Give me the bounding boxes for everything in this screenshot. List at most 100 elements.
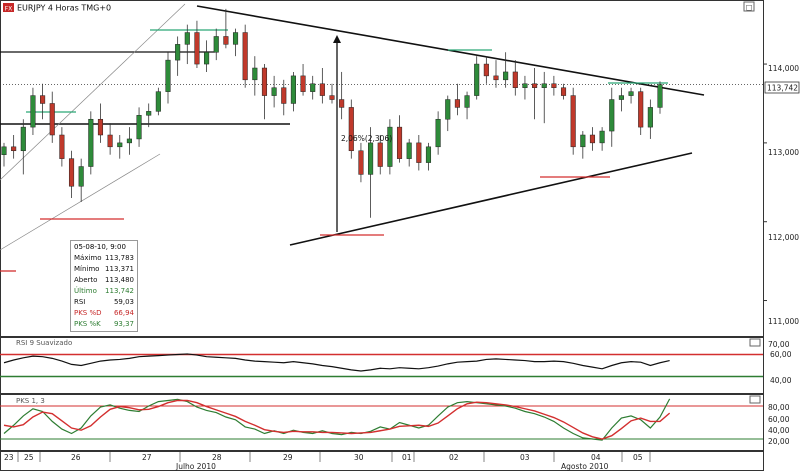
rsi-line bbox=[3, 353, 670, 372]
candle-body-39 bbox=[377, 142, 383, 167]
candle-body-60 bbox=[580, 134, 586, 148]
candle-body-58 bbox=[560, 87, 567, 96]
symbol-badge-text: FX bbox=[5, 6, 13, 13]
price-tick-112: 112,000 bbox=[768, 233, 799, 242]
candle-body-57 bbox=[551, 83, 557, 88]
measure-label: 2,06%(2,306) bbox=[341, 134, 392, 143]
price-tick-111: 111,000 bbox=[768, 317, 799, 326]
candle-body-66 bbox=[638, 91, 644, 128]
channel-line-lower bbox=[0, 153, 161, 251]
x-day-01: 01 bbox=[402, 453, 412, 462]
candle-body-40 bbox=[387, 126, 393, 167]
candle-body-23 bbox=[223, 36, 229, 45]
candle-body-21 bbox=[204, 51, 210, 65]
window-maximize-icon: □ bbox=[746, 4, 753, 12]
info-value-max: 113,783 bbox=[105, 254, 134, 262]
candle-body-44 bbox=[425, 146, 432, 163]
window-maximize-button[interactable] bbox=[743, 1, 755, 12]
rsi-panel-frame bbox=[0, 337, 764, 394]
candle-body-34 bbox=[329, 95, 335, 100]
x-day-03: 03 bbox=[520, 453, 530, 462]
candle-body-19 bbox=[184, 32, 190, 45]
candle-body-2 bbox=[20, 126, 26, 152]
candle-body-7 bbox=[68, 158, 75, 187]
x-day-28: 28 bbox=[212, 453, 222, 462]
candle-body-8 bbox=[78, 166, 84, 187]
rsi-panel-maximize-button[interactable] bbox=[749, 338, 761, 347]
candle-body-53 bbox=[512, 71, 518, 88]
candle-body-62 bbox=[599, 130, 605, 144]
x-day-25: 25 bbox=[24, 453, 34, 462]
candle-body-45 bbox=[435, 118, 441, 148]
price-tick-113: 113,000 bbox=[768, 148, 799, 157]
candle-body-41 bbox=[396, 126, 403, 159]
candle-body-13 bbox=[126, 138, 132, 144]
info-row-pksd: PKS %D 66,94 bbox=[74, 308, 134, 319]
candle-body-64 bbox=[618, 95, 624, 100]
rsi-tick-60: 60,00 bbox=[770, 350, 792, 359]
info-value-min: 113,371 bbox=[105, 265, 134, 273]
candle-body-54 bbox=[522, 83, 528, 88]
x-day-04: 04 bbox=[591, 453, 601, 462]
chart-title: EURJPY 4 Horas TMG+0 bbox=[17, 4, 111, 13]
info-label-open: Aberto bbox=[74, 276, 98, 284]
candle-body-22 bbox=[213, 36, 219, 53]
rsi-tick-70: 70,00 bbox=[768, 340, 790, 349]
info-label-max: Máximo bbox=[74, 254, 102, 262]
candle-body-65 bbox=[628, 91, 634, 96]
x-month-agosto: Agosto 2010 bbox=[561, 462, 609, 471]
candle-body-20 bbox=[194, 32, 200, 65]
info-date: 05-08-10, 9:00 bbox=[74, 243, 126, 251]
info-row-open: Aberto 113,480 bbox=[74, 275, 134, 286]
stoch-tick-20: 20,00 bbox=[768, 437, 790, 446]
info-row-last: Último 113,742 bbox=[74, 286, 134, 297]
ohlc-info-panel: 05-08-10, 9:00 Máximo 113,783 Mínimo 113… bbox=[70, 240, 138, 332]
x-day-29: 29 bbox=[283, 453, 293, 462]
candles bbox=[1, 8, 663, 218]
candle-body-25 bbox=[242, 32, 248, 81]
candle-body-47 bbox=[454, 99, 460, 108]
symbol-badge bbox=[3, 3, 14, 12]
candle-body-28 bbox=[271, 87, 277, 96]
candle-body-1 bbox=[11, 146, 17, 152]
candle-body-49 bbox=[474, 63, 480, 96]
stoch-k-line bbox=[3, 398, 671, 441]
x-day-27: 27 bbox=[142, 453, 152, 462]
candle-body-11 bbox=[107, 134, 113, 148]
candle-body-61 bbox=[589, 134, 596, 144]
candle-body-6 bbox=[59, 134, 65, 159]
candle-body-10 bbox=[97, 118, 104, 136]
info-label-last: Último bbox=[74, 287, 97, 295]
price-tick-114: 114,000 bbox=[768, 64, 799, 73]
info-value-last: 113,742 bbox=[105, 287, 134, 295]
x-day-26: 26 bbox=[71, 453, 81, 462]
stoch-panel-maximize-button[interactable] bbox=[749, 395, 761, 404]
candle-body-5 bbox=[49, 103, 55, 136]
candle-body-0 bbox=[1, 146, 7, 155]
info-value-open: 113,480 bbox=[105, 276, 134, 284]
candle-body-68 bbox=[657, 84, 663, 108]
candle-body-48 bbox=[464, 95, 470, 108]
info-row-max: Máximo 113,783 bbox=[74, 253, 134, 264]
info-row-min: Mínimo 113,371 bbox=[74, 264, 134, 275]
stoch-series bbox=[0, 398, 763, 441]
candle-body-14 bbox=[136, 115, 142, 140]
info-value-pksk: 93,37 bbox=[113, 320, 134, 328]
candle-body-26 bbox=[252, 67, 258, 81]
current-price-label: 113,742 bbox=[767, 84, 798, 93]
candle-body-59 bbox=[570, 95, 576, 148]
x-day-05: 05 bbox=[633, 453, 643, 462]
candle-body-38 bbox=[368, 142, 374, 175]
info-label-pksd: PKS %D bbox=[74, 309, 102, 317]
info-row-rsi: RSI 59,03 bbox=[74, 297, 134, 308]
candle-body-27 bbox=[261, 67, 268, 96]
candle-body-42 bbox=[406, 142, 412, 159]
info-label-min: Mínimo bbox=[74, 265, 100, 273]
candle-body-31 bbox=[300, 75, 306, 92]
x-day-30: 30 bbox=[354, 453, 364, 462]
stoch-panel-frame bbox=[0, 394, 764, 451]
x-day-02: 02 bbox=[449, 453, 459, 462]
x-axis-frame bbox=[0, 451, 764, 471]
